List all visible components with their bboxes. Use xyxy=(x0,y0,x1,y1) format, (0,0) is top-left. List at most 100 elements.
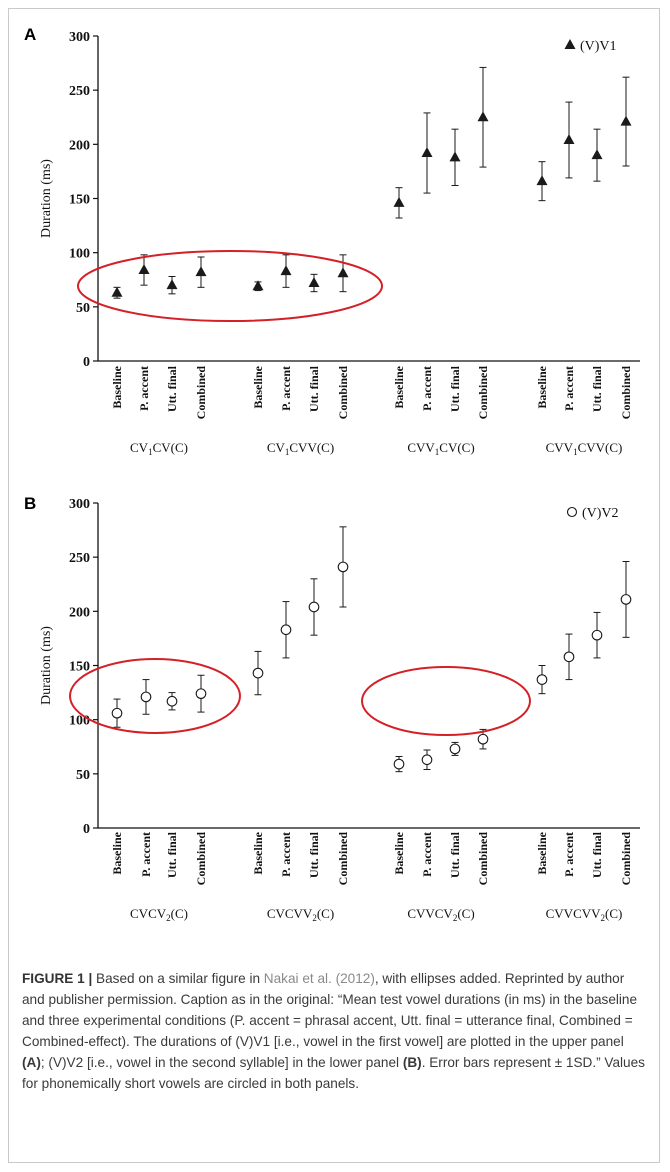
y-tick-label: 200 xyxy=(69,605,90,620)
data-point-triangle xyxy=(195,266,207,277)
legend-marker-circle xyxy=(566,506,578,518)
data-point-circle xyxy=(449,743,461,755)
caption-text-3: ; (V)V2 [i.e., vowel in the second sylla… xyxy=(40,1055,403,1070)
y-tick-label: 300 xyxy=(69,497,90,512)
data-point-triangle xyxy=(111,286,123,297)
category-label: Utt. final xyxy=(307,831,321,878)
category-label: Utt. final xyxy=(165,831,179,878)
group-label-subscript: 2 xyxy=(601,913,606,923)
group-label-subscript: 1 xyxy=(148,447,153,457)
y-tick-label: 50 xyxy=(76,301,90,316)
y-tick-label: 100 xyxy=(69,714,90,729)
category-label: P. accent xyxy=(420,832,434,877)
panel-letter: B xyxy=(24,494,36,513)
category-label: P. accent xyxy=(562,366,576,411)
data-point-triangle xyxy=(337,267,349,278)
group-label-rest: (C) xyxy=(317,906,334,921)
category-label: P. accent xyxy=(562,832,576,877)
category-label: Utt. final xyxy=(590,365,604,412)
series-group-1: Baseline P. accent Utt. final Combined CV1CV… xyxy=(110,254,208,457)
group-label-rest: (C) xyxy=(171,906,188,921)
group-label-main: CVCV xyxy=(130,906,167,921)
data-point-triangle xyxy=(449,151,461,162)
category-label: P. accent xyxy=(279,366,293,411)
group-label-subscript: 2 xyxy=(453,913,458,923)
data-point-triangle xyxy=(536,175,548,186)
category-label: Combined xyxy=(619,832,633,886)
caption-panel-b-ref: (B) xyxy=(402,1055,422,1070)
highlight-ellipse xyxy=(361,666,531,736)
series-group-4: Baseline P. accent Utt. final Combined CVV1C… xyxy=(535,76,633,457)
group-label-rest: CVV(C) xyxy=(289,440,334,455)
group-label-subscript: 1 xyxy=(435,447,440,457)
group-label: CVVCV2(C) xyxy=(407,906,474,923)
group-label-rest: CV(C) xyxy=(153,440,188,455)
data-point-circle xyxy=(591,629,603,641)
group-label-main: CV xyxy=(267,440,286,455)
group-label: CV1CV(C) xyxy=(130,440,188,457)
panel-b: B 0 50 100 150 200 250 300 Duration (ms) (V)V2 Bas… xyxy=(24,494,640,923)
caption-text-2: , with ellipses added. Reprinted by auth… xyxy=(22,971,638,1049)
data-point-triangle xyxy=(252,280,264,291)
data-point-triangle xyxy=(477,111,489,122)
data-point-circle xyxy=(337,561,349,573)
series-group-2: Baseline P. accent Utt. final Combined CVCVV… xyxy=(251,526,350,923)
group-label-main: CV xyxy=(130,440,149,455)
category-label: Utt. final xyxy=(165,365,179,412)
data-point-triangle xyxy=(138,264,150,274)
group-label-main: CVV xyxy=(546,440,574,455)
category-label: Combined xyxy=(194,366,208,420)
group-label: CVV1CVV(C) xyxy=(546,440,623,457)
group-label-rest: (C) xyxy=(457,906,474,921)
group-label: CVCV2(C) xyxy=(130,906,188,923)
data-point-circle xyxy=(195,688,207,700)
data-point-triangle xyxy=(620,115,632,126)
y-tick-label: 0 xyxy=(83,822,90,837)
group-label-rest: CV(C) xyxy=(439,440,474,455)
data-point-circle xyxy=(280,624,292,636)
data-point-triangle xyxy=(591,149,603,160)
caption-panel-a-ref: (A) xyxy=(22,1055,41,1070)
category-label: Utt. final xyxy=(448,831,462,878)
legend: (V)V1 xyxy=(564,39,617,54)
data-point-circle xyxy=(477,733,489,745)
category-label: Utt. final xyxy=(590,831,604,878)
y-tick-label: 250 xyxy=(69,84,90,99)
category-label: Combined xyxy=(194,832,208,886)
data-point-circle xyxy=(421,754,433,766)
category-label: Baseline xyxy=(251,365,265,408)
category-label: P. accent xyxy=(420,366,434,411)
y-tick-label: 200 xyxy=(69,138,90,153)
group-label-main: CVCVV xyxy=(267,906,313,921)
group-label-rest: (C) xyxy=(605,906,622,921)
y-tick-label: 300 xyxy=(69,30,90,45)
y-axis-label: Duration (ms) xyxy=(39,159,54,238)
group-label-rest: CVV(C) xyxy=(578,440,623,455)
data-point-triangle xyxy=(280,265,292,276)
category-label: Utt. final xyxy=(307,365,321,412)
data-point-triangle xyxy=(563,134,575,144)
group-label-main: CVVCVV xyxy=(546,906,602,921)
category-label: Baseline xyxy=(110,365,124,408)
legend: (V)V2 xyxy=(566,506,619,521)
category-label: P. accent xyxy=(279,832,293,877)
group-label-subscript: 2 xyxy=(312,913,317,923)
panel-a: A 0 50 100 150 200 250 300 Duration (ms) (V)V1 Bas… xyxy=(24,25,640,457)
data-point-circle xyxy=(140,691,152,703)
group-label: CVVCVV2(C) xyxy=(546,906,623,923)
figure-frame xyxy=(8,8,660,1163)
y-tick-label: 150 xyxy=(69,193,90,208)
group-label-subscript: 1 xyxy=(573,447,578,457)
highlight-ellipse xyxy=(69,658,241,734)
legend-label: (V)V1 xyxy=(580,39,617,54)
caption-citation-link[interactable]: Nakai et al. (2012) xyxy=(263,971,375,986)
category-label: Baseline xyxy=(110,831,124,874)
data-point-circle xyxy=(536,674,548,685)
category-label: Baseline xyxy=(392,831,406,874)
group-label: CV1CVV(C) xyxy=(267,440,334,457)
data-point-triangle xyxy=(308,277,320,287)
group-label: CVCVV2(C) xyxy=(267,906,334,923)
category-label: Combined xyxy=(476,366,490,420)
category-label: P. accent xyxy=(139,832,153,877)
